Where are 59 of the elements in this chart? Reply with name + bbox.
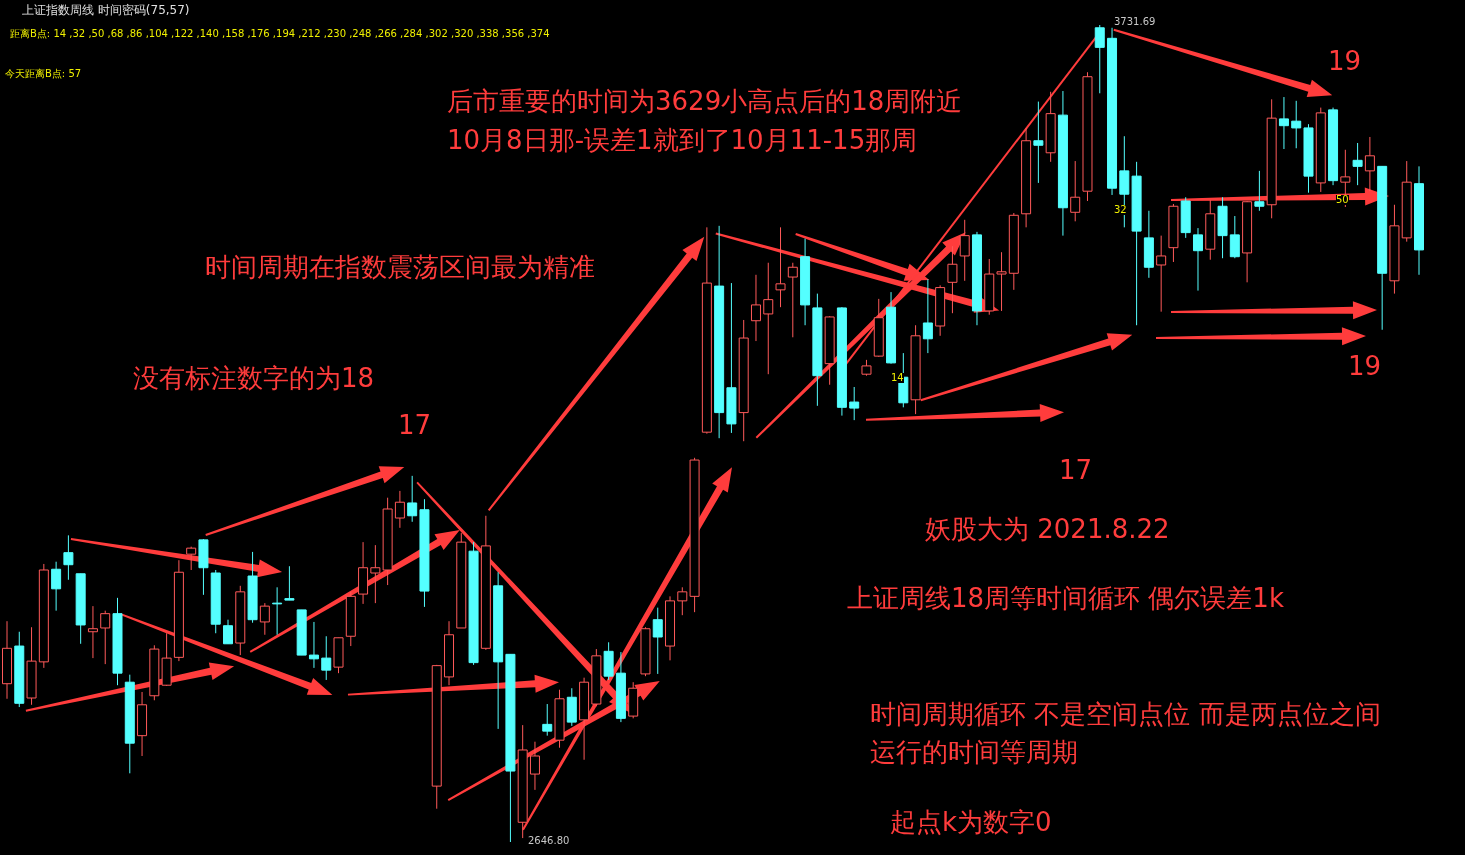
candlestick	[1192, 227, 1203, 292]
candlestick	[87, 605, 98, 659]
annotation: 17	[1059, 455, 1093, 485]
annotation: 妖股大为 2021.8.22	[925, 514, 1170, 544]
candlestick	[259, 602, 270, 636]
candlestick	[787, 262, 798, 338]
candlestick	[652, 607, 663, 675]
candlestick	[1291, 100, 1302, 149]
annotation: 3731.69	[1114, 16, 1156, 27]
candlestick	[996, 251, 1007, 312]
candlestick	[922, 278, 933, 354]
candlestick	[308, 621, 319, 669]
annotation: 距离B点: 14 ,32 ,50 ,68 ,86 ,104 ,122 ,140 ,158 ,176 ,194 ,212 ,230 ,248 ,266 ,284 ,302 ,320 ,338 ,356 ,374	[10, 28, 550, 39]
candlestick	[763, 262, 774, 375]
annotation: 上证周线18周等时间循环 偶尔误差1k	[847, 583, 1284, 613]
chart-title: 上证指数周线 时间密码(75,57)	[22, 3, 190, 17]
candlestick	[321, 635, 332, 681]
candlestick	[1033, 101, 1044, 184]
candlestick	[272, 586, 283, 636]
candlestick	[1352, 142, 1363, 186]
candlestick	[750, 274, 761, 342]
candlestick	[1254, 170, 1265, 212]
annotation: 运行的时间等周期	[870, 737, 1078, 767]
annotation: 时间周期循环 不是空间点位 而是两点位之间	[870, 699, 1381, 729]
annotation: 50	[1336, 194, 1349, 205]
candlestick	[849, 386, 860, 421]
candlestick	[1094, 24, 1105, 94]
candlestick	[370, 544, 381, 604]
candlestick	[284, 565, 295, 601]
annotation: 14	[891, 372, 904, 383]
annotation: 时间周期在指数震荡区间最为精准	[205, 252, 595, 282]
candlestick	[63, 534, 74, 581]
candlestick	[1070, 160, 1081, 222]
candlestick	[1156, 235, 1167, 313]
annotation: 没有标注数字的为18	[133, 363, 375, 393]
annotation: 19	[1328, 46, 1362, 76]
candlestick	[51, 561, 62, 612]
candlestick	[542, 703, 553, 737]
annotation: 今天距离B点: 57	[5, 68, 82, 79]
candlestick	[394, 490, 405, 529]
candlestick	[677, 586, 688, 616]
annotation: 10月8日那-误差1就到了10月11-15那周	[447, 125, 918, 155]
annotation: 19	[1348, 351, 1382, 381]
candlestick	[223, 619, 234, 645]
candlestick	[407, 475, 418, 523]
candlestick	[947, 245, 958, 314]
annotation: 32	[1114, 204, 1127, 215]
annotation: 17	[398, 410, 432, 440]
candlestick	[100, 610, 111, 665]
annotation: 2646.80	[528, 835, 570, 846]
candlestick	[1364, 136, 1375, 192]
candlestick	[1278, 96, 1289, 150]
candlestick	[529, 741, 540, 791]
annotation: 起点k为数字0	[890, 807, 1052, 837]
candlestick	[959, 219, 970, 282]
candlestick	[186, 546, 197, 571]
candlestick	[1229, 215, 1240, 259]
annotation: 后市重要的时间为3629小高点后的18周附近	[447, 86, 963, 116]
candlestick	[775, 226, 786, 308]
